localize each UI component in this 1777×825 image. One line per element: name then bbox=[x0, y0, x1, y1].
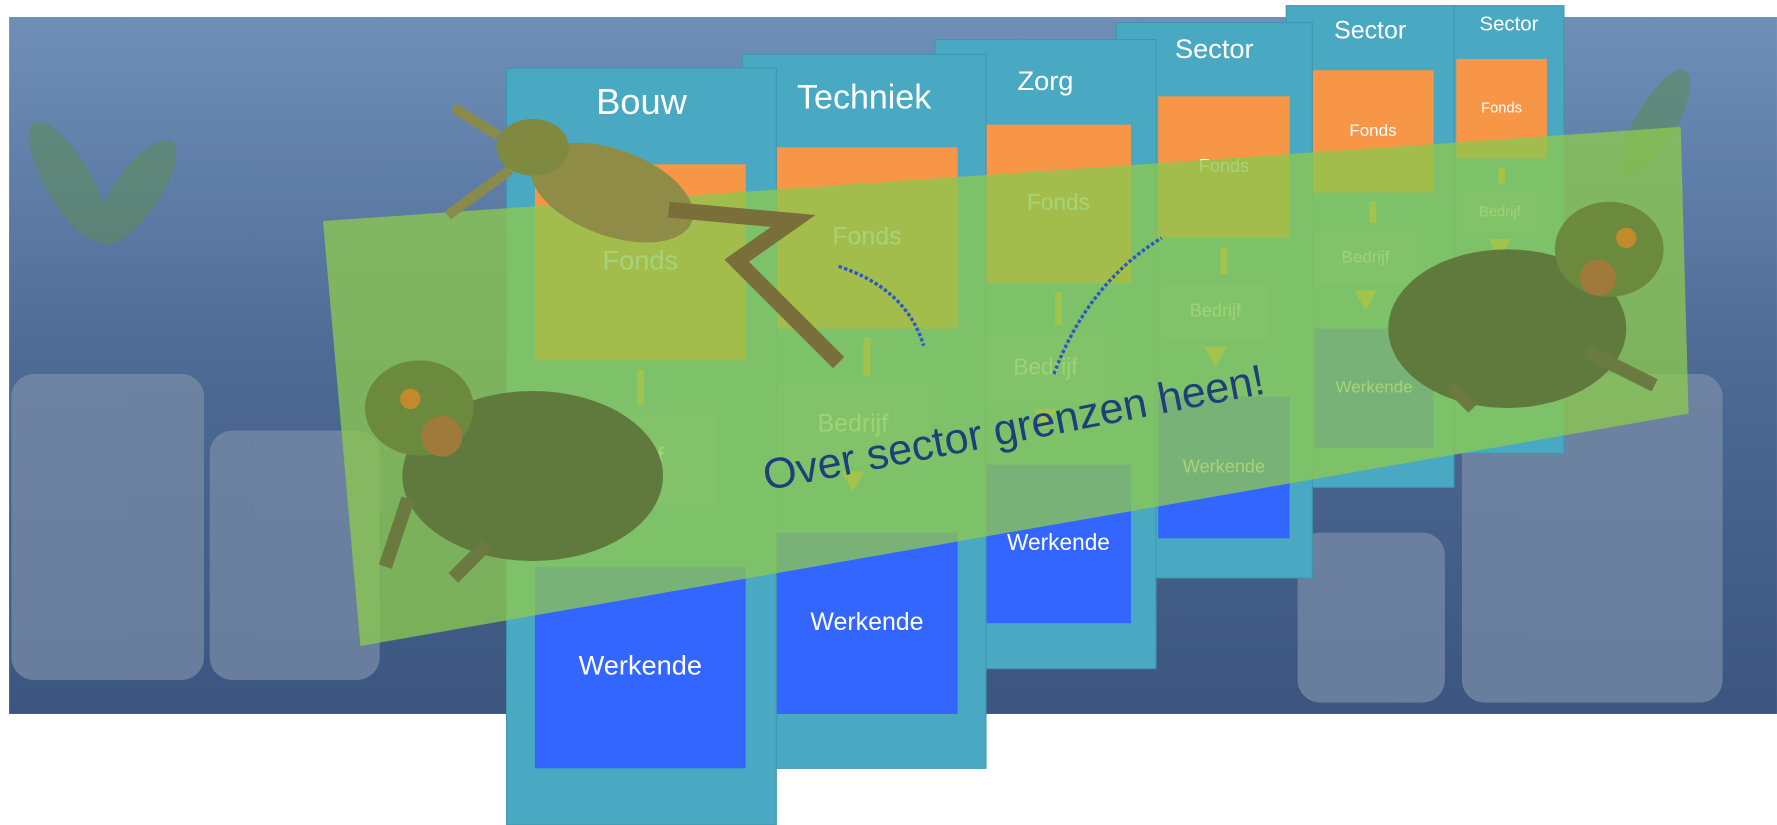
sector-title: Sector bbox=[1175, 33, 1254, 64]
sector-title: Techniek bbox=[797, 79, 932, 117]
fonds-label: Fonds bbox=[1349, 121, 1396, 140]
werkende-label: Werkende bbox=[579, 650, 702, 681]
sector-title: Sector bbox=[1334, 16, 1406, 44]
page: {"sectors": [ {"title": "Sector", "fonds… bbox=[0, 0, 1777, 825]
illustration: SectorFondsBedrijfWerkendeSectorFondsBed… bbox=[0, 0, 1777, 825]
sector-title: Bouw bbox=[596, 81, 687, 122]
sector-title: Sector bbox=[1480, 13, 1539, 35]
fonds-label: Fonds bbox=[1481, 101, 1522, 117]
sector-title: Zorg bbox=[1018, 65, 1074, 96]
werkende-label: Werkende bbox=[1007, 529, 1110, 555]
werkende-label: Werkende bbox=[810, 608, 923, 636]
